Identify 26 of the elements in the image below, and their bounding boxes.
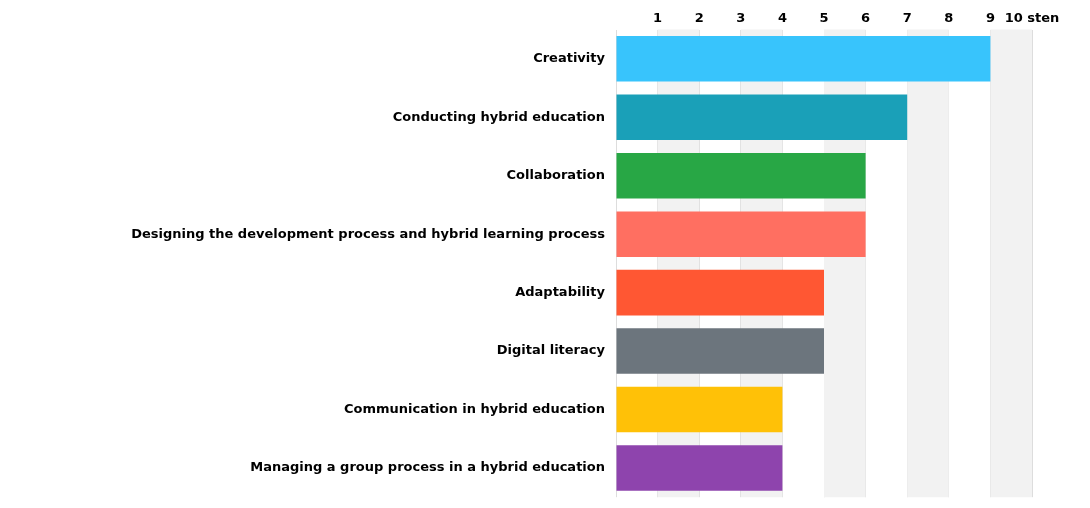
x-tick-label: 3 <box>736 10 746 26</box>
y-tick-label: Designing the development process and hybrid learning process <box>131 225 606 241</box>
x-tick-label: 5 <box>819 10 829 26</box>
y-tick-label: Conducting hybrid education <box>392 108 605 124</box>
bar <box>616 211 866 257</box>
x-tick-label: 7 <box>902 10 912 26</box>
bar <box>616 152 866 199</box>
x-tick-label: 8 <box>944 10 954 26</box>
bar <box>616 36 991 82</box>
bar <box>616 445 783 491</box>
y-tick-label: Managing a group process in a hybrid education <box>250 459 605 475</box>
x-tick-label: 6 <box>861 10 871 26</box>
bar <box>616 94 908 141</box>
x-tick-label: 1 <box>653 10 663 26</box>
x-tick-label: 2 <box>694 10 704 26</box>
bar <box>616 328 824 374</box>
y-tick-label: Communication in hybrid education <box>343 400 605 416</box>
bar <box>616 269 824 316</box>
y-tick-label: Collaboration <box>506 167 605 183</box>
x-tick-label: 4 <box>777 10 787 26</box>
y-tick-label: Adaptability <box>515 284 606 299</box>
x-tick-label: 10 sten <box>1004 10 1060 26</box>
bar <box>616 386 783 433</box>
x-tick-label: 9 <box>985 10 995 26</box>
y-tick-label: Digital literacy <box>496 342 606 358</box>
y-tick-label: Creativity <box>533 50 606 66</box>
